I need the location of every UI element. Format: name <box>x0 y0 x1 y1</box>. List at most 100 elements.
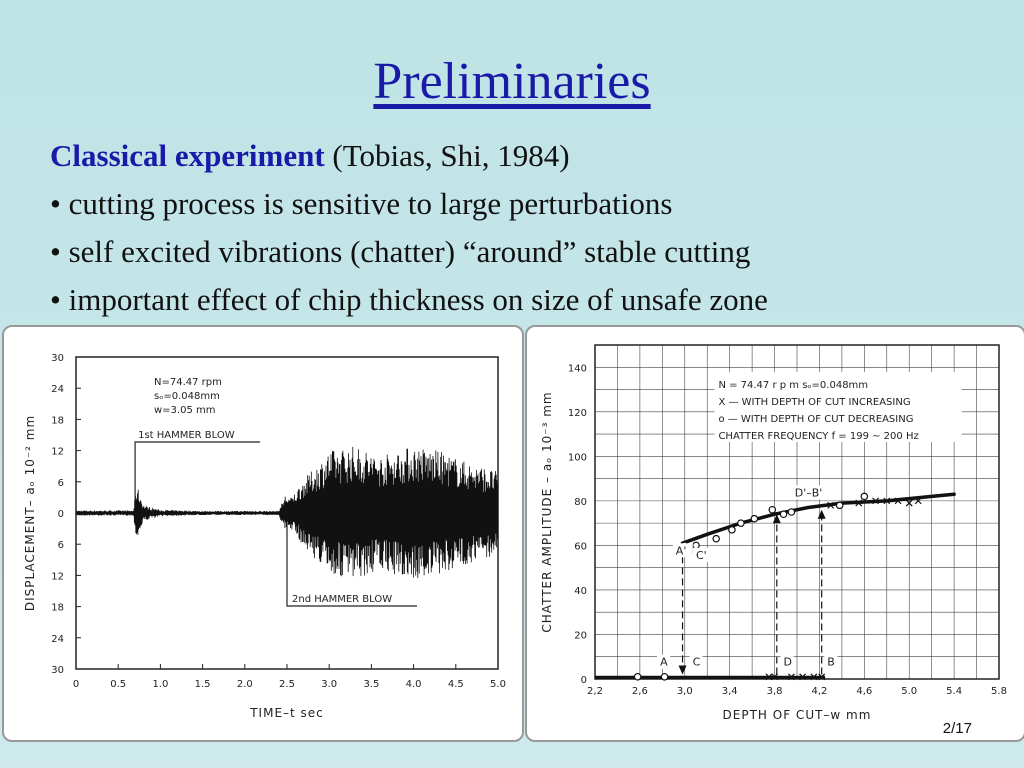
data-point-decreasing <box>768 505 777 514</box>
chatter-chart-panel: 0 20 40 60 80 100 120 140 2,2 2,6 3,0 3,4 3,8 4,2 4,6 5… <box>525 325 1024 742</box>
y-tick-label: 12 <box>51 571 64 582</box>
y-tick-label: 6 <box>58 540 64 551</box>
note-text: CHATTER FREQUENCY f = 199 ∼ 200 Hz <box>718 431 918 442</box>
x-tick-label: 3,8 <box>767 686 783 697</box>
x-tick-label: 0.5 <box>110 679 126 690</box>
x-tick-label: 3.0 <box>321 679 337 690</box>
data-point-decreasing <box>860 492 869 501</box>
x-tick-label: 2,2 <box>587 686 603 697</box>
y-tick-label: 24 <box>51 634 64 645</box>
y-tick-label: 30 <box>51 665 64 676</box>
data-point-decreasing <box>737 519 745 527</box>
data-point-decreasing <box>660 672 669 681</box>
y-tick-label: 0 <box>581 675 587 686</box>
x-tick-label: 5.0 <box>490 679 506 690</box>
x-tick-label: 4,2 <box>811 686 827 697</box>
x-tick-label: 5.0 <box>901 686 917 697</box>
point-label: C' <box>696 549 707 562</box>
x-tick-label: 5.8 <box>991 686 1007 697</box>
x-axis-label: TIME–t sec <box>249 706 324 720</box>
data-point-increasing <box>787 673 795 681</box>
data-point-increasing <box>883 497 891 505</box>
y-axis-label: CHATTER AMPLITUDE – aₒ 10⁻³ mm <box>540 391 554 632</box>
transition-arrow <box>817 509 826 519</box>
point-label-bg <box>693 547 713 562</box>
point-label: A' <box>676 544 687 557</box>
data-point-increasing <box>855 499 863 507</box>
note-text: N=74.47 rpm <box>154 377 222 388</box>
displacement-chart-panel: 30 24 18 12 6 0 6 12 18 24 30 0 0.5 1.0 1.5 2.0 2.5 3.0 3.… <box>2 325 524 742</box>
x-tick-label: 4.5 <box>448 679 464 690</box>
x-tick-label: 1.5 <box>195 679 211 690</box>
data-point-decreasing <box>750 514 759 523</box>
x-tick-label: 4,6 <box>856 686 872 697</box>
data-point-increasing <box>799 673 807 681</box>
plot-frame <box>594 344 1000 680</box>
y-tick-label: 0 <box>58 509 64 520</box>
data-point-decreasing <box>633 672 642 681</box>
point-label-bg <box>657 654 671 669</box>
x-tick-label: 2.5 <box>279 679 295 690</box>
data-point-increasing <box>872 497 879 505</box>
stable-branch-curve <box>680 492 956 545</box>
hammer-blow-2-label: 2nd HAMMER BLOW <box>292 594 392 605</box>
data-point-increasing <box>765 673 773 681</box>
y-tick-label: 140 <box>568 363 587 374</box>
hammer-blow-1-label: 1st HAMMER BLOW <box>138 430 235 441</box>
y-tick-label: 30 <box>51 353 64 364</box>
data-point-decreasing <box>692 541 700 550</box>
y-tick-label: 100 <box>568 452 587 463</box>
x-tick-label: 1.0 <box>152 679 168 690</box>
y-tick-label: 120 <box>568 408 587 419</box>
heading-citation: (Tobias, Shi, 1984) <box>324 138 570 173</box>
point-label-bg <box>791 485 833 500</box>
x-tick-label: 3,4 <box>722 686 738 697</box>
y-tick-label: 18 <box>51 415 64 426</box>
hammer-blow-1-leader <box>134 441 261 505</box>
x-tick-label: 2,6 <box>632 686 648 697</box>
notes-box <box>714 371 962 442</box>
heading-bold: Classical experiment <box>50 138 325 173</box>
y-tick-label: 24 <box>51 384 64 395</box>
hammer-blow-2-leader <box>286 521 417 607</box>
data-point-decreasing <box>712 534 721 543</box>
displacement-chart: 30 24 18 12 6 0 6 12 18 24 30 0 0.5 1.0 1.5 2.0 2.5 3.0 3.… <box>23 353 506 720</box>
x-tick-label: 2.0 <box>237 679 253 690</box>
x-tick-label: 5.4 <box>946 686 962 697</box>
y-tick-label: 6 <box>58 478 64 489</box>
x-tick-label: 4.0 <box>406 679 422 690</box>
bullet-2: • self excited vibrations (chatter) “aro… <box>50 234 751 269</box>
data-point-decreasing <box>835 501 844 510</box>
y-tick-label: 12 <box>51 447 64 458</box>
point-label-bg <box>672 543 693 558</box>
page-number: 2/17 <box>942 720 972 737</box>
bullet-3: • important effect of chip thickness on … <box>50 282 768 317</box>
data-point-increasing <box>905 499 913 507</box>
bullet-1: • cutting process is sensitive to large … <box>50 186 673 221</box>
data-point-decreasing <box>728 526 736 534</box>
data-point-increasing <box>827 501 835 509</box>
note-text: o — WITH DEPTH OF CUT DECREASING <box>718 414 913 425</box>
y-tick-label: 40 <box>574 586 587 597</box>
point-label-bg <box>780 654 794 669</box>
note-text: w=3.05 mm <box>154 405 215 416</box>
slide-title: Preliminaries <box>373 53 651 110</box>
point-label-bg <box>689 654 703 669</box>
note-text: N = 74.47 r p m sₒ=0.048mm <box>718 380 868 391</box>
transition-arrow <box>678 665 687 675</box>
y-tick-label: 18 <box>51 603 64 614</box>
x-axis-label: DEPTH OF CUT–w mm <box>723 708 872 722</box>
data-point-increasing <box>818 673 826 681</box>
data-point-increasing <box>771 673 778 681</box>
chatter-amplitude-chart: 0 20 40 60 80 100 120 140 2,2 2,6 3,0 3,4 3,8 4,2 4,6 5… <box>540 344 1007 722</box>
y-tick-label: 60 <box>574 541 587 552</box>
y-tick-label: 20 <box>574 630 587 641</box>
displacement-signal <box>75 446 499 579</box>
data-point-decreasing <box>787 508 796 516</box>
y-axis-label: DISPLACEMENT– aₒ 10⁻² mm <box>23 415 37 611</box>
data-point-decreasing <box>779 510 788 519</box>
x-tick-label: 0 <box>73 679 79 690</box>
data-point-increasing <box>810 673 818 681</box>
point-label: A <box>660 656 668 669</box>
point-label: D'–B' <box>795 486 823 499</box>
